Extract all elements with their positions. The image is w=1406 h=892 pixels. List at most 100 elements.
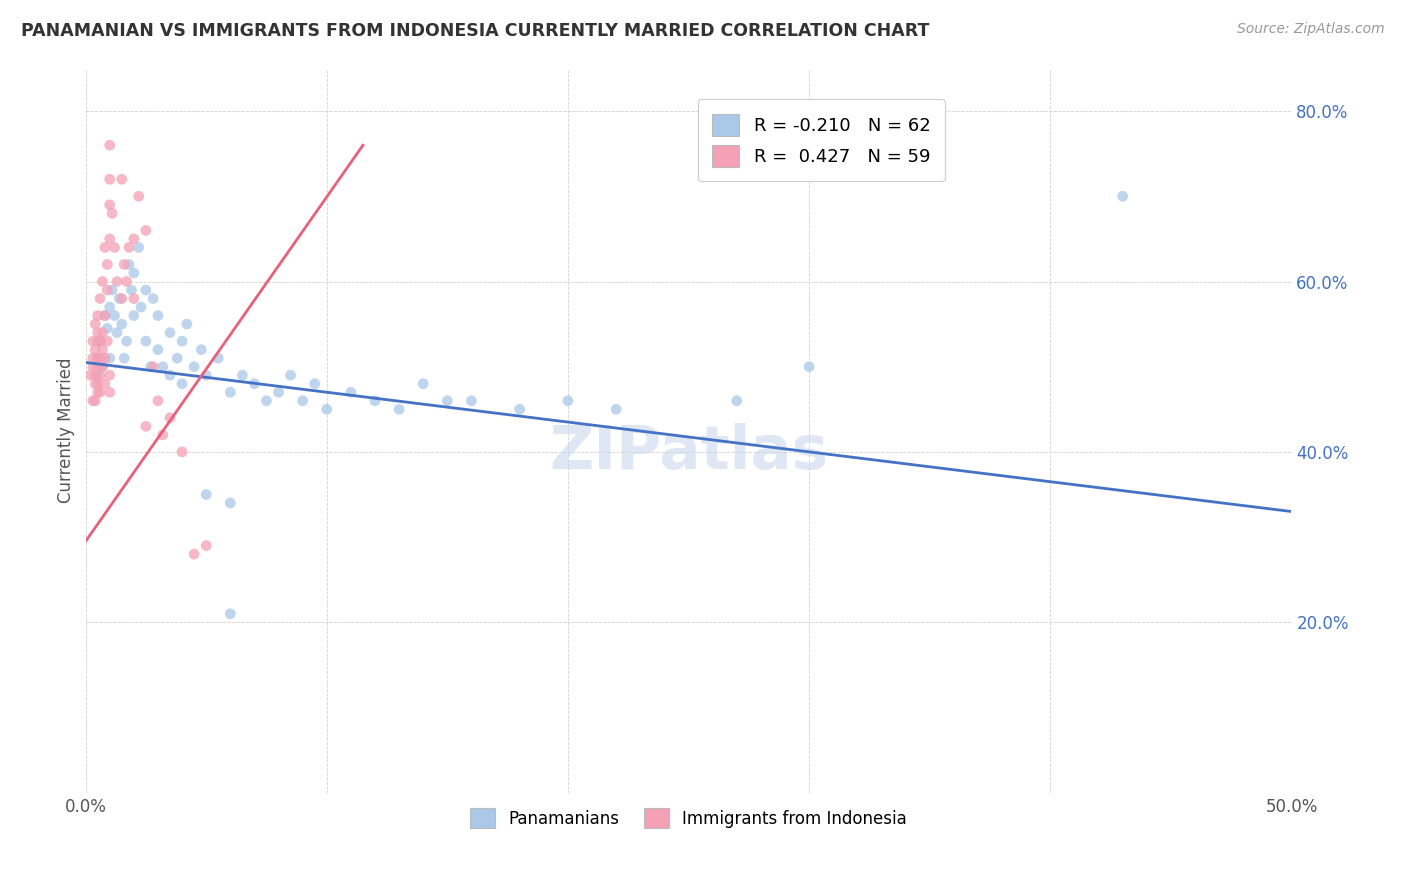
Point (86, 334, 108, 348)
Point (112, 351, 135, 366)
Point (89, 351, 111, 366)
Point (79, 368, 101, 383)
Point (280, 368, 302, 383)
Point (725, 393, 748, 408)
Point (98, 385, 121, 400)
Point (111, 172, 134, 186)
Point (797, 359, 820, 374)
Point (291, 393, 314, 408)
Point (364, 393, 387, 408)
Point (1111, 189, 1133, 203)
Y-axis label: Currently Married: Currently Married (58, 358, 75, 503)
Point (82, 351, 104, 366)
Point (304, 376, 326, 391)
Point (128, 240, 150, 254)
Text: PANAMANIAN VS IMMIGRANTS FROM INDONESIA CURRENTLY MARRIED CORRELATION CHART: PANAMANIAN VS IMMIGRANTS FROM INDONESIA … (21, 22, 929, 40)
Point (340, 385, 363, 400)
Point (86, 351, 108, 366)
Point (243, 376, 266, 391)
Point (89, 292, 111, 306)
Point (91, 275, 114, 289)
Point (86, 376, 108, 391)
Point (135, 334, 157, 348)
Point (152, 427, 174, 442)
Point (111, 292, 134, 306)
Point (98, 351, 121, 366)
Point (195, 368, 218, 383)
Point (105, 275, 128, 289)
Point (98, 172, 121, 186)
Point (86, 351, 108, 366)
Point (101, 206, 124, 220)
Point (183, 547, 205, 561)
Point (152, 359, 174, 374)
Point (98, 138, 121, 153)
Point (112, 257, 135, 271)
Point (460, 393, 482, 408)
Point (94, 309, 117, 323)
Point (118, 257, 141, 271)
Point (86, 368, 108, 383)
Point (91, 359, 114, 374)
Point (129, 300, 152, 314)
Point (436, 393, 458, 408)
Point (89, 334, 111, 348)
Point (98, 300, 121, 314)
Point (86, 359, 108, 374)
Point (207, 351, 229, 366)
Point (135, 283, 157, 297)
Point (105, 326, 128, 340)
Point (101, 283, 124, 297)
Text: Source: ZipAtlas.com: Source: ZipAtlas.com (1237, 22, 1385, 37)
Point (195, 539, 218, 553)
Point (84, 376, 107, 391)
Point (170, 376, 193, 391)
Point (94, 376, 117, 391)
Point (146, 309, 169, 323)
Point (94, 351, 117, 366)
Point (120, 283, 142, 297)
Point (91, 326, 114, 340)
Point (96, 283, 118, 297)
Point (108, 292, 131, 306)
Point (94, 309, 117, 323)
Point (115, 334, 138, 348)
Point (135, 419, 157, 434)
Point (128, 189, 150, 203)
Point (412, 376, 434, 391)
Point (86, 385, 108, 400)
Point (96, 334, 118, 348)
Point (82, 334, 104, 348)
Point (122, 309, 145, 323)
Point (84, 343, 107, 357)
Point (89, 334, 111, 348)
Point (135, 223, 157, 237)
Point (146, 393, 169, 408)
Point (190, 343, 212, 357)
Point (146, 343, 169, 357)
Point (98, 232, 121, 246)
Point (170, 334, 193, 348)
Point (122, 232, 145, 246)
Point (98, 198, 121, 212)
Point (103, 240, 125, 254)
Point (388, 402, 411, 417)
Point (122, 292, 145, 306)
Point (84, 368, 107, 383)
Point (183, 359, 205, 374)
Point (159, 410, 181, 425)
Point (89, 368, 111, 383)
Point (86, 326, 108, 340)
Point (166, 351, 188, 366)
Point (256, 393, 278, 408)
Point (91, 359, 114, 374)
Point (605, 402, 627, 417)
Point (115, 275, 138, 289)
Point (96, 257, 118, 271)
Point (231, 368, 253, 383)
Point (176, 317, 198, 331)
Point (509, 402, 531, 417)
Point (118, 240, 141, 254)
Point (142, 359, 165, 374)
Legend: Panamanians, Immigrants from Indonesia: Panamanians, Immigrants from Indonesia (463, 801, 914, 835)
